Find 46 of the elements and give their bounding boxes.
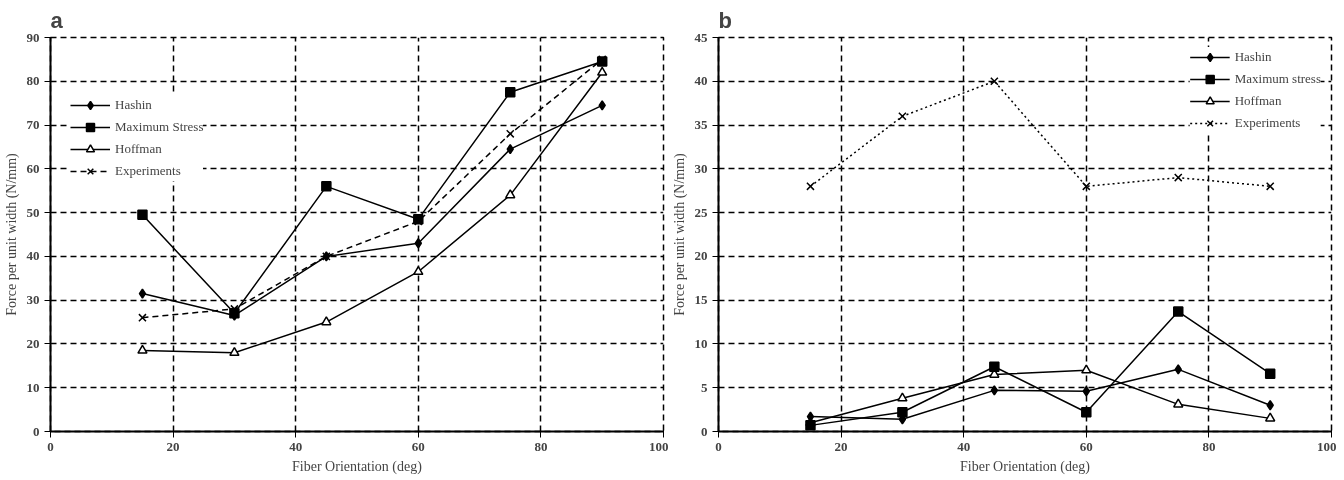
legend-label: Hashin (115, 97, 152, 113)
x-tick-label: 60 (411, 438, 425, 454)
y-tick-label: 40 (694, 73, 708, 89)
legend-label: Hashin (1234, 49, 1272, 65)
x-tick-label: 100 (1317, 438, 1337, 454)
x-tick-label: 40 (289, 438, 303, 454)
y-tick-label: 0 (701, 423, 708, 439)
y-tick-label: 30 (26, 292, 40, 308)
legend-label: Hoffman (115, 141, 162, 157)
y-tick-label: 80 (26, 73, 40, 89)
y-tick-label: 50 (26, 204, 40, 220)
y-tick-label: 40 (26, 248, 40, 264)
y-tick-label: 15 (694, 292, 708, 308)
x-tick-label: 0 (715, 438, 722, 454)
y-tick-label: 35 (694, 117, 708, 133)
legend-label: Hoffman (1234, 93, 1282, 109)
y-tick-label: 20 (26, 335, 40, 351)
legend-label: Experiments (115, 163, 181, 179)
y-tick-label: 20 (694, 248, 708, 264)
legend-label: Maximum Stress (115, 119, 204, 135)
y-tick-label: 10 (694, 335, 708, 351)
y-tick-label: 45 (694, 29, 708, 45)
y-tick-label: 60 (26, 160, 40, 176)
legend-label: Maximum stress (1234, 71, 1321, 87)
x-tick-label: 0 (47, 438, 54, 454)
x-tick-label: 20 (166, 438, 180, 454)
x-tick-label: 80 (1202, 438, 1216, 454)
chart-title: a (50, 7, 64, 33)
legend-label: Experiments (1234, 115, 1301, 131)
x-tick-label: 20 (834, 438, 848, 454)
y-axis-title: Force per unit width (N/mm) (671, 152, 688, 316)
x-tick-label: 80 (534, 438, 548, 454)
y-tick-label: 0 (33, 423, 40, 439)
y-tick-label: 10 (26, 379, 40, 395)
y-tick-label: 25 (694, 204, 708, 220)
x-axis-title: Fiber Orientation (deg) (960, 458, 1091, 475)
x-tick-label: 60 (1079, 438, 1093, 454)
y-axis-title: Force per unit width (N/mm) (3, 152, 20, 316)
y-tick-label: 90 (26, 29, 40, 45)
x-tick-label: 100 (649, 438, 669, 454)
y-tick-label: 70 (26, 117, 40, 133)
y-tick-label: 5 (701, 379, 708, 395)
x-axis-title: Fiber Orientation (deg) (292, 458, 423, 475)
x-tick-label: 40 (957, 438, 971, 454)
y-tick-label: 30 (694, 160, 708, 176)
chart-title: b (718, 7, 732, 33)
